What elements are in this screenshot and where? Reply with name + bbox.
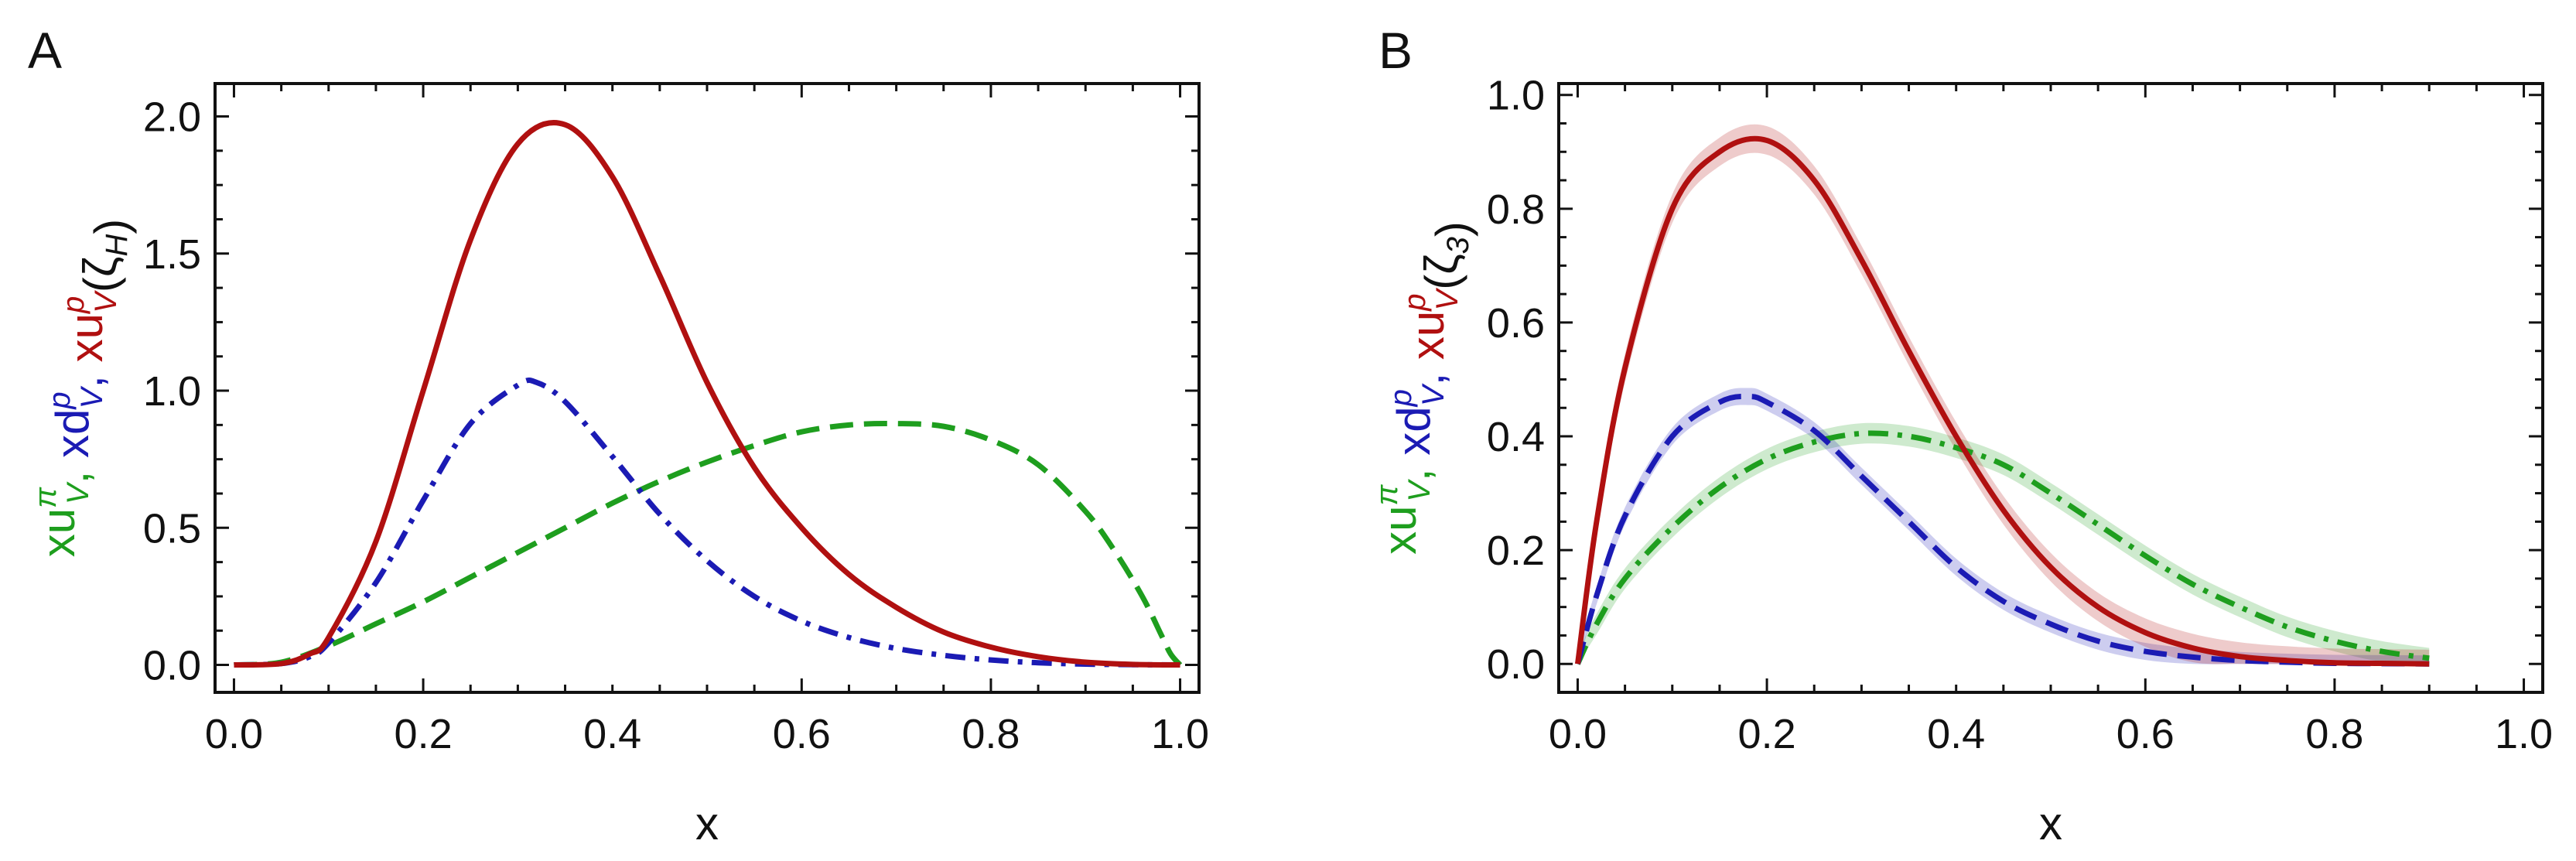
x-tick-label: 0.6 xyxy=(773,711,831,757)
y-tick-label: 1.0 xyxy=(1487,73,1545,119)
series-line xyxy=(1575,393,2430,667)
panel-b: B 0.0 0.2 0.4 0.6 0.8 1.0 0.0 0.2 0.4 0.6 0.8 1.0 x xu… xyxy=(1370,22,2553,849)
x-tick-label: 0.8 xyxy=(2305,711,2363,757)
y-tick-label: 0.2 xyxy=(1487,528,1545,574)
x-tick-label: 0.2 xyxy=(395,711,453,757)
series-line xyxy=(1575,430,2430,665)
y-tick-label: 0.0 xyxy=(143,643,201,689)
y-axis-label: xuπV, xdpV, xupV(ζ3) xyxy=(1370,221,1478,555)
y-tick-label: 1.0 xyxy=(143,368,201,415)
y-tick-label: 0.8 xyxy=(1487,186,1545,233)
y-tick-label: 0.0 xyxy=(1487,641,1545,688)
x-tick-label: 0.8 xyxy=(962,711,1020,757)
x-tick-label: 0.0 xyxy=(205,711,263,757)
x-tick-label: 0.0 xyxy=(1549,711,1607,757)
x-tick-label: 1.0 xyxy=(1151,711,1209,757)
panel-a: A 0.0 0.2 0.4 0.6 0.8 1.0 0.0 0.5 1.0 1.5 2.0 x xuπV,… xyxy=(28,22,1209,849)
x-axis-label: x xyxy=(2039,798,2062,849)
series-line xyxy=(234,378,1180,668)
x-tick-label: 0.4 xyxy=(583,711,641,757)
x-tick-label: 0.2 xyxy=(1738,711,1796,757)
panel-label: A xyxy=(28,22,62,79)
y-tick-label: 2.0 xyxy=(143,94,201,141)
plot-area xyxy=(1574,124,2430,667)
series-band xyxy=(1577,388,2430,665)
x-axis-label: x xyxy=(695,798,719,849)
plot-area xyxy=(234,120,1183,668)
y-axis-label: xuπV, xdpV, xupV(ζH) xyxy=(29,219,137,557)
x-tick-label: 0.4 xyxy=(1927,711,1985,757)
series-line xyxy=(1574,135,2430,667)
y-tick-label: 0.4 xyxy=(1487,414,1545,460)
y-tick-label: 1.5 xyxy=(143,231,201,278)
series-line xyxy=(234,120,1180,668)
x-tick-label: 0.6 xyxy=(2116,711,2175,757)
y-tick-label: 0.6 xyxy=(1487,300,1545,347)
x-tick-label: 1.0 xyxy=(2495,711,2553,757)
series-band xyxy=(1577,422,2430,665)
y-tick-label: 0.5 xyxy=(143,505,201,552)
panel-label: B xyxy=(1379,22,1413,79)
